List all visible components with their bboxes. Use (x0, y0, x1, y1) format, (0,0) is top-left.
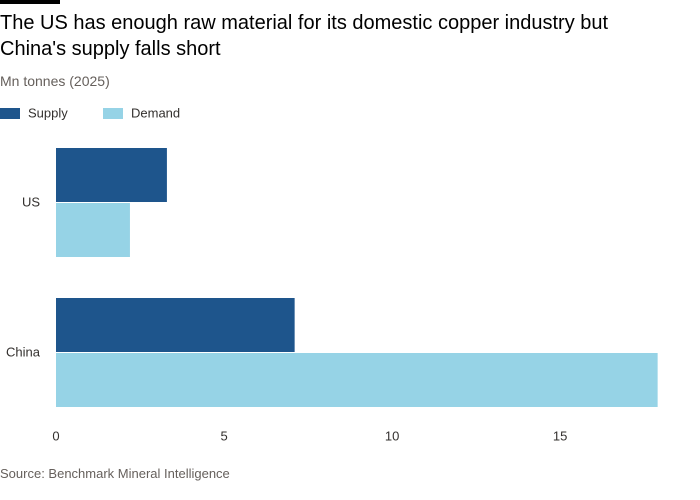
chart-subtitle: Mn tonnes (2025) (0, 73, 110, 89)
chart-title: The US has enough raw material for its d… (0, 12, 609, 60)
x-tick-label: 10 (385, 428, 399, 443)
x-tick-label: 0 (52, 428, 59, 443)
source-note: Source: Benchmark Mineral Intelligence (0, 466, 230, 481)
legend-label: Demand (131, 105, 180, 120)
bar (56, 353, 658, 407)
legend-swatch (103, 108, 123, 119)
brand-bar (0, 0, 60, 4)
x-tick-label: 5 (220, 428, 227, 443)
x-tick-label: 15 (553, 428, 567, 443)
y-tick-label: China (6, 344, 41, 359)
legend-label: Supply (28, 105, 68, 120)
legend-swatch (0, 108, 20, 119)
bar (56, 148, 167, 202)
bar (56, 203, 130, 257)
y-tick-label: US (22, 194, 40, 209)
chart: Supply Demand 0 5 10 15 US China (0, 105, 658, 443)
bar (56, 298, 295, 352)
